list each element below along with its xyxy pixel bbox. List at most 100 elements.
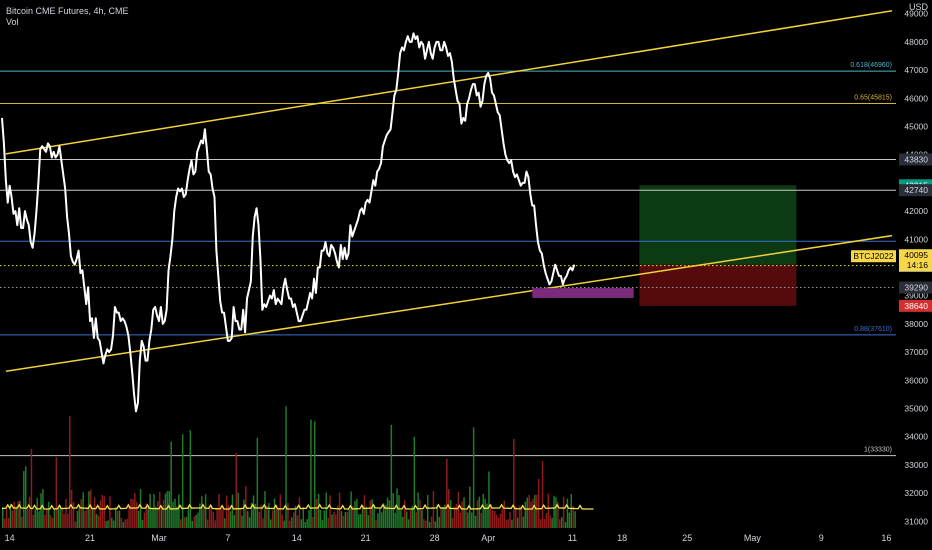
volume-bar xyxy=(193,516,195,528)
volume-bar xyxy=(65,498,67,528)
volume-bar xyxy=(36,498,38,528)
current-price-bg xyxy=(899,249,932,272)
volume-bar xyxy=(522,516,525,528)
volume-label: Vol xyxy=(6,17,19,27)
volume-bar xyxy=(248,517,251,528)
volume-bar xyxy=(537,478,540,528)
volume-bar xyxy=(97,515,100,528)
volume-bar xyxy=(377,513,379,528)
volume-bar xyxy=(273,498,276,528)
volume-bar xyxy=(478,496,481,528)
price-tag-bg xyxy=(899,281,932,294)
chart-header: Bitcoin CME Futures, 4h, CME Vol xyxy=(6,6,129,28)
volume-bar xyxy=(202,508,205,528)
volume-bar xyxy=(243,499,245,528)
volume-bar xyxy=(256,437,259,528)
volume-bar xyxy=(371,499,373,528)
volume-bar xyxy=(55,457,58,528)
volume-bar xyxy=(344,511,347,528)
volume-bar xyxy=(227,505,230,528)
volume-bar xyxy=(59,505,61,528)
volume-bar xyxy=(51,517,54,528)
volume-bar xyxy=(467,512,469,528)
volume-bar xyxy=(247,511,249,528)
volume-bar xyxy=(268,503,270,528)
volume-bar xyxy=(235,453,238,528)
volume-bar xyxy=(317,493,320,528)
volume-bar xyxy=(539,519,542,528)
volume-bar xyxy=(518,505,521,528)
volume-bar xyxy=(413,436,416,528)
time-tick-label: 28 xyxy=(430,533,440,543)
volume-bar xyxy=(472,427,475,528)
symbol-tag-label: BTCJ2022 xyxy=(853,251,893,261)
volume-bar xyxy=(511,519,513,528)
volume-bar xyxy=(308,510,310,528)
volume-bar xyxy=(392,493,394,528)
volume-bar xyxy=(449,500,452,528)
volume-bar xyxy=(34,509,37,528)
price-tag-label: 39290 xyxy=(904,283,928,293)
price-tag-label: 43830 xyxy=(904,154,928,164)
volume-bar xyxy=(262,518,264,528)
volume-bar xyxy=(189,430,192,528)
price-tick-label: 47000 xyxy=(904,65,928,75)
level-label: 0.618(46960) xyxy=(850,62,892,69)
volume-bar xyxy=(346,511,349,528)
level-label: 0.65(45815) xyxy=(854,94,892,101)
volume-bar xyxy=(172,501,174,528)
volume-bar xyxy=(415,512,417,528)
position-tool xyxy=(639,185,797,306)
volume-bar xyxy=(463,497,465,528)
volume-bar xyxy=(432,490,435,528)
volume-bar xyxy=(53,509,56,528)
volume-bar xyxy=(516,517,519,528)
volume-bar xyxy=(446,458,448,528)
volume-bar xyxy=(67,513,69,528)
volume-bar xyxy=(388,500,391,528)
volume-bar xyxy=(204,494,207,528)
volume-bar xyxy=(191,521,194,528)
target-zone xyxy=(639,185,797,265)
volume-bar xyxy=(423,519,425,528)
price-tick-label: 36000 xyxy=(904,375,928,385)
price-axis[interactable]: USD 31000 32000 33000 34000 35000 36000 37000 38… xyxy=(896,0,932,550)
symbol-tag-bg xyxy=(851,250,896,263)
volume-bar xyxy=(381,512,383,528)
level-label: 1(33330) xyxy=(864,447,892,454)
chart-title: Bitcoin CME Futures, 4h, CME xyxy=(6,6,129,16)
volume-bar xyxy=(216,507,218,528)
volume-bar xyxy=(210,506,213,528)
horizontal-levels: 0.618(46960) 0.65(45815) 0.88(37610) 1(3333… xyxy=(0,62,896,457)
time-tick-label: Mar xyxy=(151,533,167,543)
currency-label: USD xyxy=(909,2,929,12)
time-axis[interactable]: 14 21 Mar 7 14 21 28 Apr 11 18 25 May 9 16 xyxy=(0,528,932,550)
volume-bar xyxy=(164,493,167,528)
price-series xyxy=(1,32,576,413)
volume-bar xyxy=(157,500,159,528)
highlight-box xyxy=(532,288,634,298)
volume-bar xyxy=(294,505,297,528)
volume-bar xyxy=(160,506,163,528)
volume-bar xyxy=(551,517,553,528)
volume-bar xyxy=(231,494,234,528)
volume-bar xyxy=(405,511,408,528)
volume-bar xyxy=(495,514,498,528)
volume-bar xyxy=(40,493,42,528)
volume-bar xyxy=(271,510,274,528)
volume-bar xyxy=(296,515,299,528)
volume-bar xyxy=(402,516,404,528)
volume-bar xyxy=(176,506,178,528)
volume-bar xyxy=(528,494,530,528)
price-tick-label: 49000 xyxy=(904,9,928,19)
volume-bar xyxy=(361,505,364,528)
volume-bar xyxy=(32,514,35,528)
volume-bar xyxy=(30,448,33,528)
stop-zone xyxy=(639,264,797,306)
volume-bar xyxy=(38,511,40,528)
time-tick-label: 11 xyxy=(568,533,577,543)
volume-bar xyxy=(118,510,121,528)
volume-bar xyxy=(130,498,132,528)
volume-bar xyxy=(448,489,450,528)
